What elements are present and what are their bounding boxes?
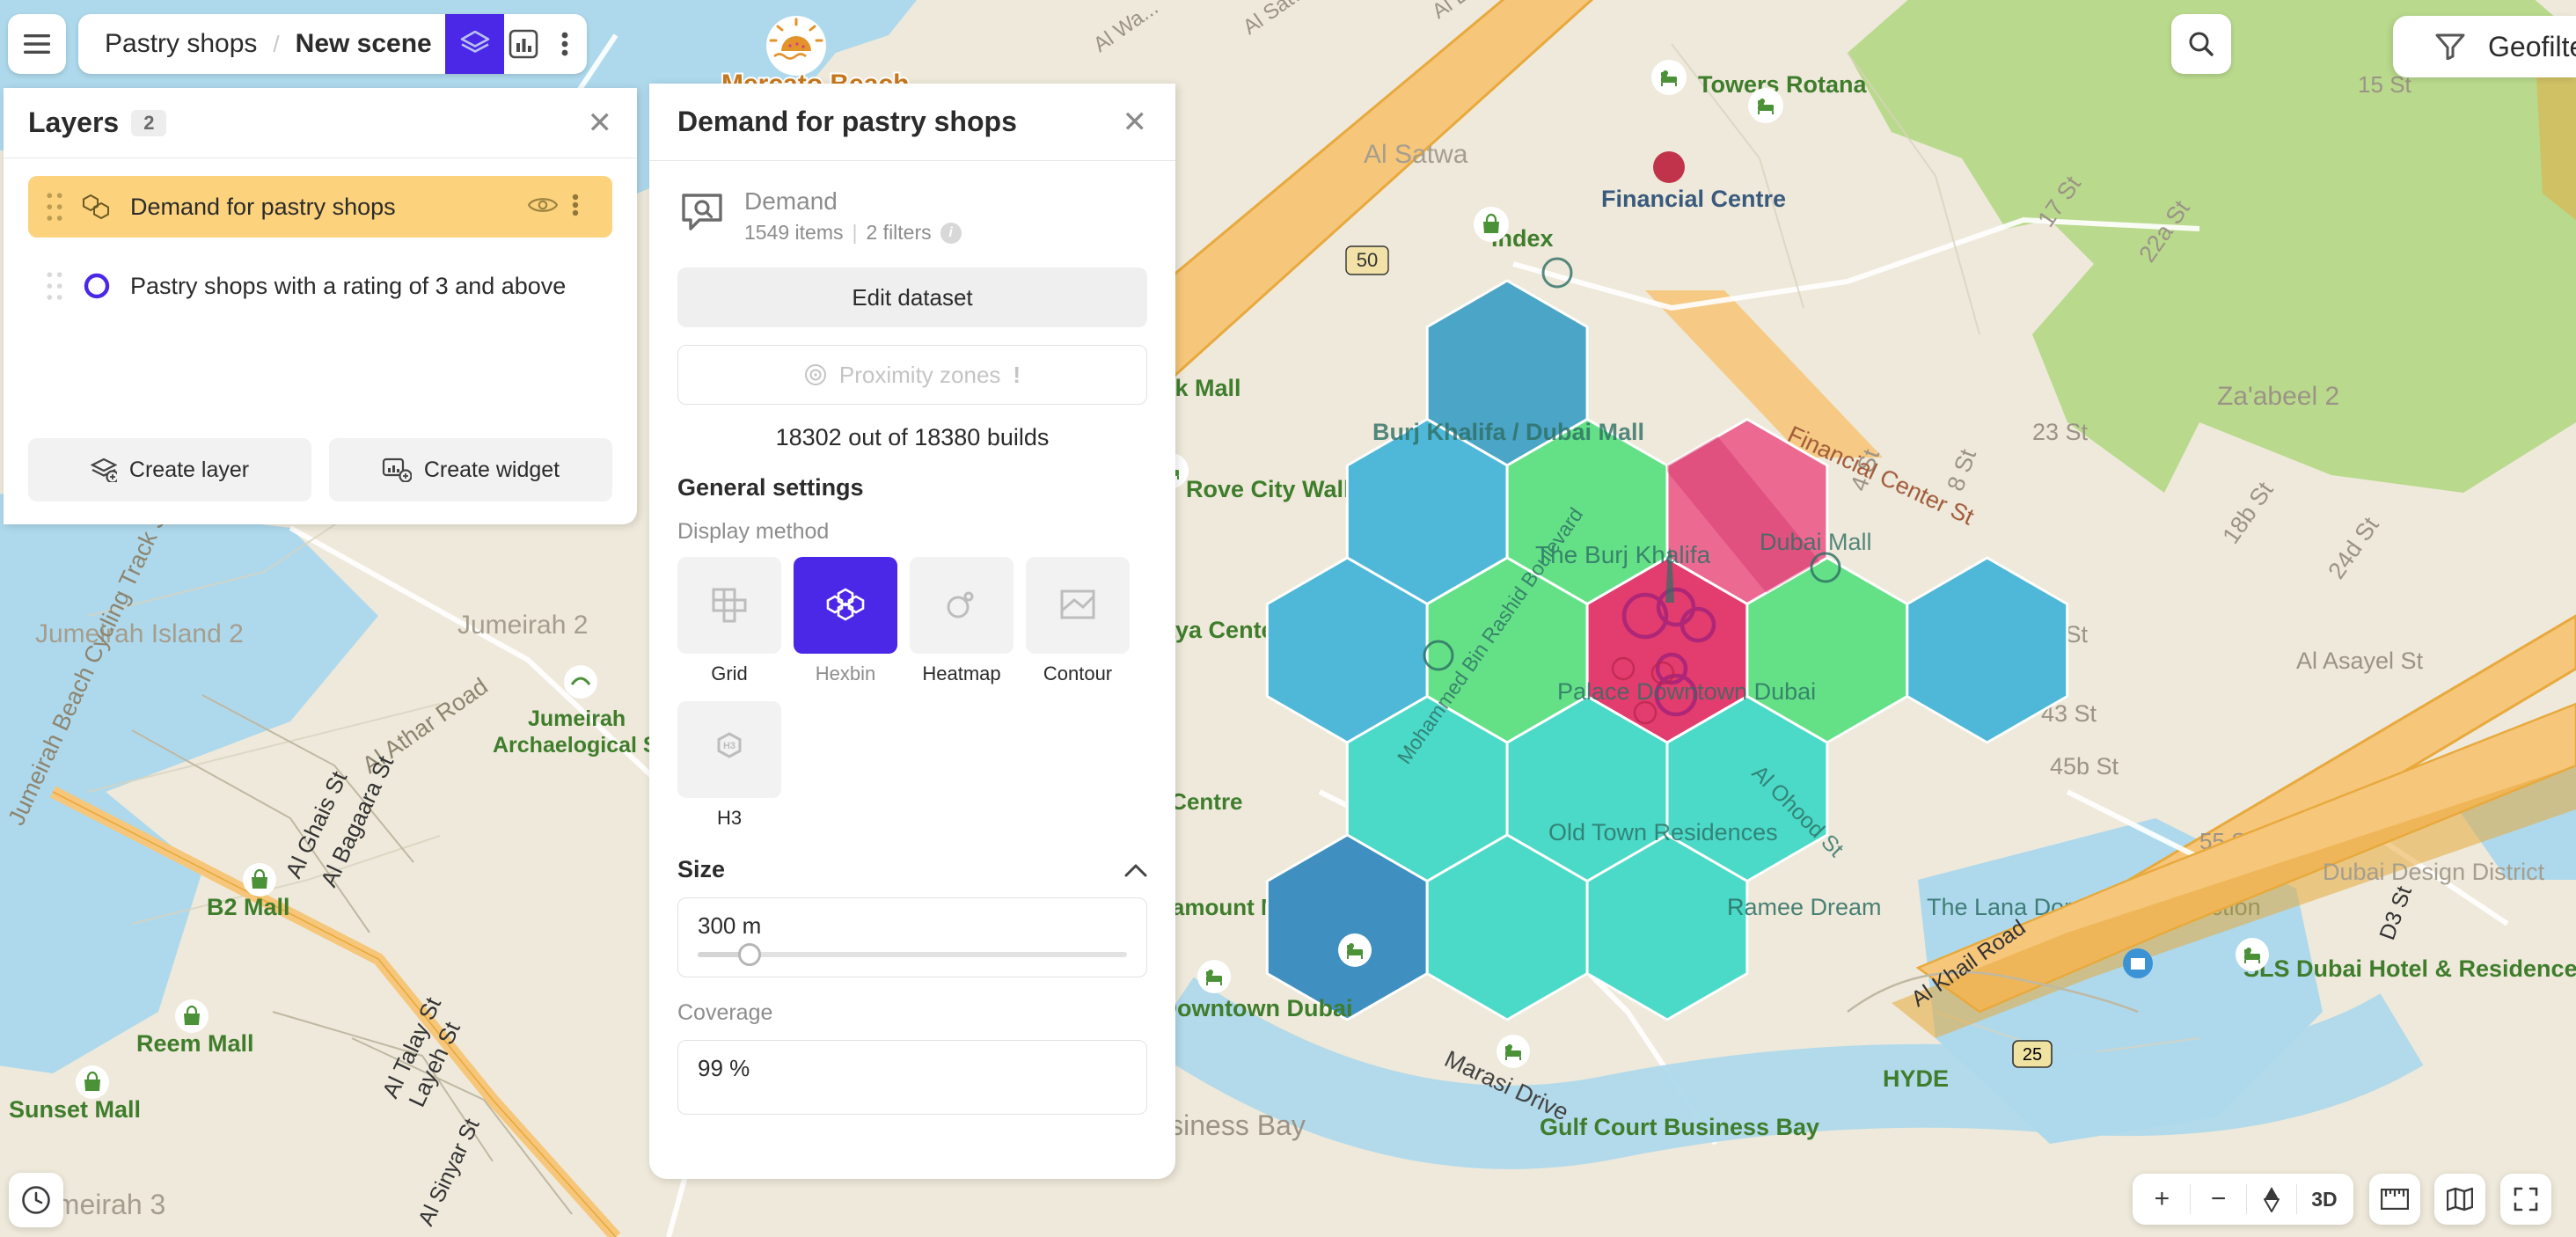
svg-text:HYDE: HYDE — [1883, 1065, 1949, 1092]
svg-text:Sunset Mall: Sunset Mall — [9, 1096, 141, 1123]
svg-text:Dubai Mall: Dubai Mall — [1760, 529, 1872, 555]
svg-text:45b St: 45b St — [2050, 753, 2119, 780]
svg-text:Financial Centre: Financial Centre — [1601, 186, 1786, 212]
svg-text:Palace Downtown Dubai: Palace Downtown Dubai — [1557, 678, 1816, 705]
svg-text:50: 50 — [1357, 249, 1378, 271]
svg-text:SLS Dubai Hotel & Residences: SLS Dubai Hotel & Residences — [2243, 955, 2576, 982]
svg-text:Burj Khalifa / Dubai Mall: Burj Khalifa / Dubai Mall — [1372, 419, 1644, 445]
svg-text:Ramee Dream: Ramee Dream — [1727, 894, 1882, 920]
svg-text:Old Town Residences: Old Town Residences — [1548, 819, 1778, 845]
svg-text:25: 25 — [2023, 1045, 2042, 1065]
svg-text:Al Asayel St: Al Asayel St — [2296, 648, 2424, 674]
svg-text:Al Satwa: Al Satwa — [1364, 140, 1468, 169]
svg-text:Rove City Walk: Rove City Walk — [1186, 476, 1358, 502]
svg-text:B2 Mall: B2 Mall — [207, 894, 290, 920]
svg-text:Jumeirah: Jumeirah — [528, 706, 626, 731]
svg-text:Jumeirah 2: Jumeirah 2 — [457, 611, 588, 640]
svg-text:Reem Mall: Reem Mall — [136, 1030, 254, 1057]
svg-text:23 St: 23 St — [2032, 419, 2089, 445]
svg-text:Towers Rotana: Towers Rotana — [1698, 71, 1868, 98]
svg-text:Za'abeel 2: Za'abeel 2 — [2217, 382, 2339, 411]
svg-text:Gulf Court Business Bay: Gulf Court Business Bay — [1540, 1114, 1819, 1140]
svg-text:H3: H3 — [723, 741, 735, 751]
svg-text:Jumeirah Island 2: Jumeirah Island 2 — [35, 619, 244, 648]
svg-text:Dubai Design District: Dubai Design District — [2323, 859, 2545, 885]
